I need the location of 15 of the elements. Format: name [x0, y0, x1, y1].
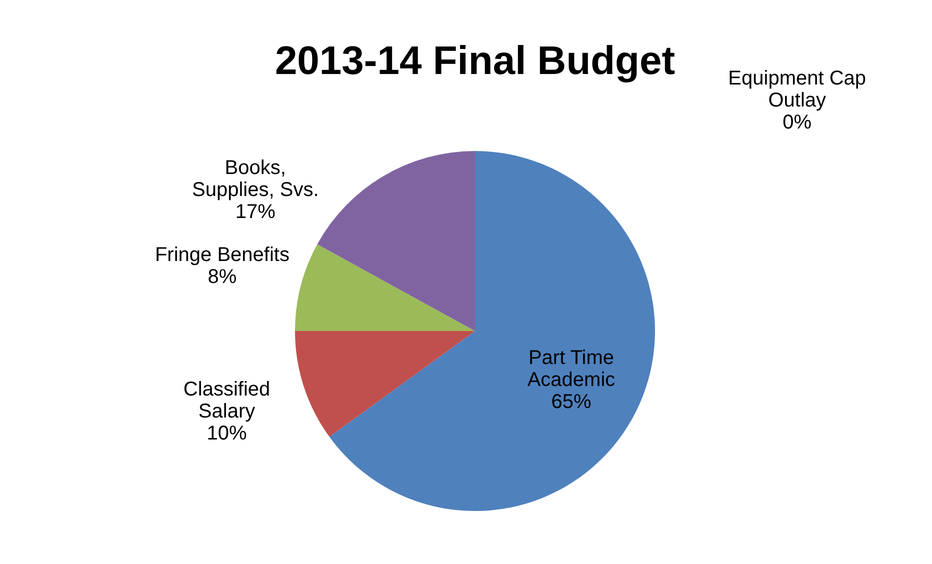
pie-slice: [329, 151, 655, 511]
data-label: 8%: [208, 266, 237, 288]
data-label: 10%: [206, 422, 248, 445]
slice-label: Part Time Academic: [527, 347, 616, 392]
slice-label: Classified Salary: [183, 378, 270, 423]
pie-slice: [295, 331, 475, 437]
pie-slice: [295, 244, 475, 331]
text: 0%: [782, 112, 812, 134]
category-label: Equipment Cap Outlay: [728, 68, 866, 112]
slice-label: Fringe Benefits: [154, 244, 290, 266]
slice-label: Books, Supplies, Svs.: [192, 156, 319, 201]
data-label: 65%: [551, 391, 592, 414]
data-label: 17%: [235, 200, 276, 223]
pie-slice: [317, 151, 475, 331]
chart-title: 2013-14 Final Budget: [274, 39, 676, 83]
